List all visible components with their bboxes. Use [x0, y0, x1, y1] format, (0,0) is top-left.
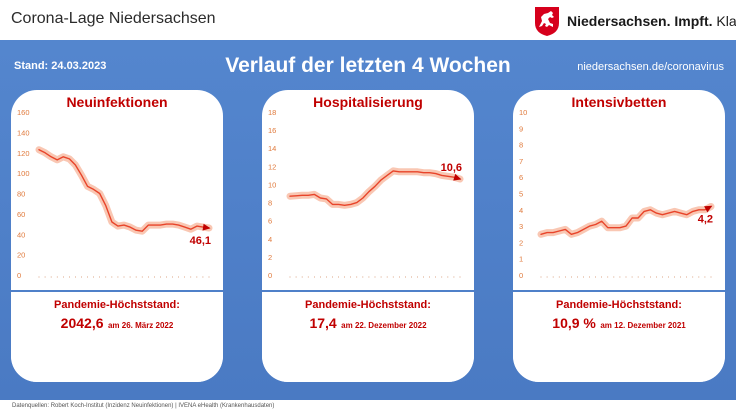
y-tick-label: 8 [519, 141, 523, 150]
end-value-label: 10,6 [441, 162, 462, 174]
y-tick-label: 16 [268, 126, 276, 135]
y-tick-label: 9 [519, 124, 523, 133]
y-tick-label: 8 [268, 199, 272, 208]
peak-box: Pandemie-Höchststand: 2042,6 am 26. März… [11, 290, 223, 382]
peak-line: 10,9 % am 12. Dezember 2021 [513, 315, 725, 333]
y-tick-label: 0 [519, 271, 523, 280]
top-bar: Corona-Lage Niedersachsen Niedersachsen.… [0, 0, 736, 40]
y-tick-label: 12 [268, 162, 276, 171]
y-tick-label: 0 [268, 271, 272, 280]
blue-panel: Stand: 24.03.2023 Verlauf der letzten 4 … [0, 40, 736, 400]
peak-value: 17,4 [309, 315, 337, 331]
peak-date: am 26. März 2022 [107, 321, 174, 330]
y-tick-label: 20 [17, 251, 25, 260]
main-heading: Verlauf der letzten 4 Wochen [225, 54, 511, 77]
y-tick-label: 1 [519, 255, 523, 264]
y-tick-label: 6 [268, 217, 272, 226]
chart-neuinfektionen: 0 20 40 60 80 100 120 140 160 46,1 [17, 108, 213, 280]
brand-slogan: Niedersachsen. Impft. Klar. [567, 13, 736, 29]
series-glow [35, 146, 213, 235]
y-tick-label: 2 [268, 253, 272, 262]
y-tick-label: 120 [17, 149, 30, 158]
y-tick-label: 80 [17, 190, 25, 199]
peak-label: Pandemie-Höchststand: [305, 299, 431, 311]
peak-label: Pandemie-Höchststand: [54, 299, 180, 311]
data-source-note: Datenquellen: Robert Koch-Institut (Inzi… [12, 403, 275, 409]
y-tick-label: 5 [519, 190, 523, 199]
y-tick-label: 0 [17, 271, 21, 280]
series-line [540, 205, 712, 235]
peak-value: 2042,6 [60, 315, 104, 331]
series-end-arrow [704, 205, 713, 213]
y-tick-label: 10 [268, 180, 276, 189]
chart-card-hospitalisierung: 0 2 4 6 8 10 12 14 16 18 10,6 Hospitalisierung Pan… [262, 90, 474, 382]
end-value-label: 46,1 [190, 235, 211, 247]
footer: Datenquellen: Robert Koch-Institut (Inzi… [0, 400, 736, 414]
y-tick-label: 100 [17, 169, 30, 178]
card-title: Intensivbetten [571, 94, 667, 110]
series-end-arrow [202, 223, 211, 231]
card-title: Neuinfektionen [66, 94, 168, 110]
y-tick-label: 2 [519, 238, 523, 247]
chart-card-neuinfektionen: 0 20 40 60 80 100 120 140 160 46,1 Neuinfektionen… [11, 90, 223, 382]
y-tick-label: 7 [519, 157, 523, 166]
y-tick-label: 160 [17, 108, 30, 117]
y-tick-label: 4 [268, 235, 272, 244]
y-tick-label: 10 [519, 108, 527, 117]
y-tick-label: 140 [17, 128, 30, 137]
end-value-label: 4,2 [698, 214, 713, 226]
horse-crest-icon [535, 7, 559, 36]
peak-line: 2042,6 am 26. März 2022 [11, 315, 223, 333]
site-url: niedersachsen.de/coronavirus [577, 61, 724, 73]
chart-intensivbetten: 0 1 2 3 4 5 6 7 8 9 10 4,2 [519, 108, 715, 280]
peak-box: Pandemie-Höchststand: 17,4 am 22. Dezemb… [262, 290, 474, 382]
peak-value: 10,9 % [552, 315, 596, 331]
peak-date: am 22. Dezember 2022 [341, 321, 427, 330]
peak-box: Pandemie-Höchststand: 10,9 % am 12. Deze… [513, 290, 725, 382]
series-line [38, 149, 210, 232]
y-tick-label: 14 [268, 144, 276, 153]
series-glow [286, 167, 464, 209]
app-title: Corona-Lage Niedersachsen [11, 10, 216, 27]
y-tick-label: 18 [268, 108, 276, 117]
peak-line: 17,4 am 22. Dezember 2022 [262, 315, 474, 333]
brand-slogan-bold: Niedersachsen. Impft. [567, 13, 713, 29]
y-tick-label: 6 [519, 173, 523, 182]
peak-date: am 12. Dezember 2021 [600, 321, 686, 330]
y-tick-label: 40 [17, 230, 25, 239]
brand-slogan-light: Klar. [716, 13, 736, 29]
series-line [289, 170, 461, 206]
series-end-arrow [453, 173, 462, 181]
y-tick-label: 60 [17, 210, 25, 219]
card-title: Hospitalisierung [313, 94, 423, 110]
y-tick-label: 4 [519, 206, 523, 215]
chart-hospitalisierung: 0 2 4 6 8 10 12 14 16 18 10,6 [268, 108, 464, 280]
peak-label: Pandemie-Höchststand: [556, 299, 682, 311]
chart-card-intensivbetten: 0 1 2 3 4 5 6 7 8 9 10 4,2 Intensivbetten Pandemie-… [513, 90, 725, 382]
brand-logo: Niedersachsen. Impft. Klar. [533, 4, 736, 38]
date-stamp: Stand: 24.03.2023 [14, 60, 107, 72]
y-tick-label: 3 [519, 222, 523, 231]
